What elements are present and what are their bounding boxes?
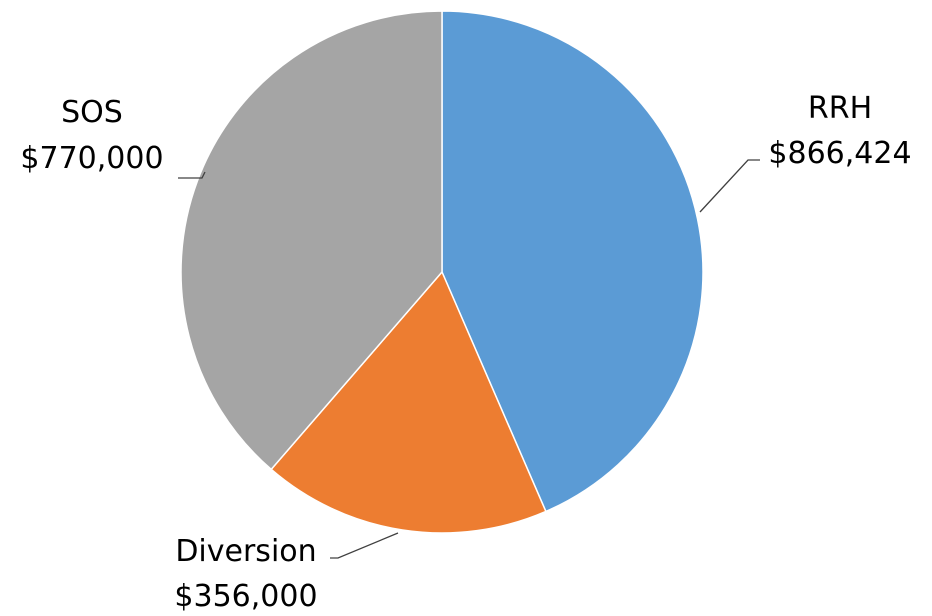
leader-line-rrh <box>699 159 760 213</box>
leader-lines <box>178 159 760 559</box>
pie-slice-sos <box>180 10 443 471</box>
leader-line-diversion <box>330 532 399 559</box>
slice-label-rrh-value: $866,424 <box>768 136 911 171</box>
slice-label-sos-value: $770,000 <box>20 141 163 176</box>
slice-label-rrh-name: RRH <box>808 91 872 126</box>
slice-label-diversion-value: $356,000 <box>174 579 317 614</box>
leader-line-sos <box>178 171 206 179</box>
data-labels: RRH $866,424 Diversion $356,000 SOS $770… <box>20 91 911 614</box>
pie-slices <box>180 10 704 534</box>
pie-slice-rrh <box>441 10 704 513</box>
slice-label-sos-name: SOS <box>61 95 123 130</box>
slice-label-diversion-name: Diversion <box>175 534 316 569</box>
pie-slice-diversion <box>270 270 547 534</box>
